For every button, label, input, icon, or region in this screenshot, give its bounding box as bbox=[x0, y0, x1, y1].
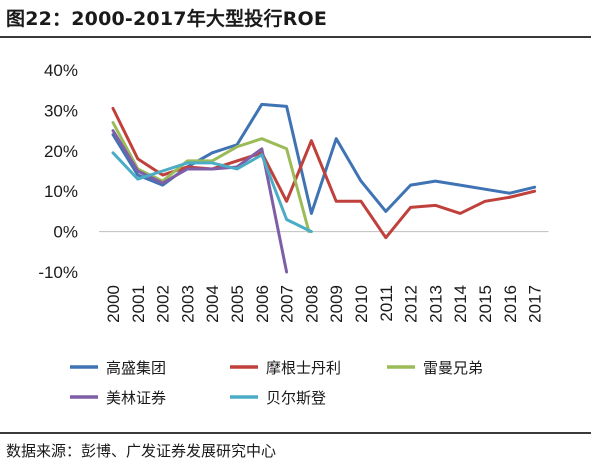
series-lines bbox=[111, 102, 537, 274]
bottom-divider bbox=[0, 432, 591, 434]
x-axis-tick-labels: 2000 2001 2002 2003 2004 2005 2006 2007 2008 2009… bbox=[104, 285, 545, 323]
y-tick-label: -10% bbox=[38, 263, 78, 282]
x-tick-label: 2003 bbox=[178, 285, 197, 323]
y-tick-label: 0% bbox=[53, 223, 78, 242]
x-tick-label: 2011 bbox=[377, 285, 396, 322]
legend-label: 贝尔斯登 bbox=[266, 389, 326, 407]
y-tick-label: 30% bbox=[44, 101, 78, 120]
x-tick-label: 2004 bbox=[203, 285, 222, 323]
x-tick-label: 2007 bbox=[278, 285, 297, 323]
x-tick-label: 2000 bbox=[104, 285, 123, 323]
y-tick-label: 20% bbox=[44, 142, 78, 161]
x-tick-label: 2015 bbox=[476, 285, 495, 323]
x-tick-label: 2010 bbox=[352, 285, 371, 323]
x-tick-label: 2017 bbox=[526, 285, 545, 323]
x-tick-label: 2009 bbox=[327, 285, 346, 323]
top-divider bbox=[0, 36, 591, 38]
legend-label: 高盛集团 bbox=[106, 359, 166, 377]
series-line bbox=[111, 151, 313, 234]
x-tick-label: 2005 bbox=[228, 285, 247, 323]
x-tick-label: 2008 bbox=[302, 285, 321, 323]
y-tick-label: 40% bbox=[44, 61, 78, 80]
x-tick-label: 2001 bbox=[129, 285, 148, 323]
series-line bbox=[111, 102, 537, 215]
y-axis-tick-labels: -10% 0% 10% 20% 30% 40% bbox=[38, 61, 78, 282]
series-line bbox=[111, 106, 537, 240]
x-tick-label: 2014 bbox=[451, 285, 470, 323]
series-line bbox=[111, 129, 289, 274]
legend-label: 雷曼兄弟 bbox=[423, 359, 483, 377]
x-tick-label: 2016 bbox=[501, 285, 520, 323]
y-tick-label: 10% bbox=[44, 182, 78, 201]
legend-label: 摩根士丹利 bbox=[266, 359, 341, 377]
source-note: 数据来源：彭博、广发证券发展研究中心 bbox=[6, 442, 277, 460]
x-tick-label: 2002 bbox=[154, 285, 173, 323]
series-line bbox=[111, 121, 311, 234]
x-tick-label: 2013 bbox=[426, 285, 445, 323]
x-tick-label: 2006 bbox=[253, 285, 272, 323]
page-title: 图22：2000-2017年大型投行ROE bbox=[6, 8, 328, 30]
legend-label: 美林证券 bbox=[106, 389, 166, 407]
x-tick-label: 2012 bbox=[402, 285, 421, 323]
